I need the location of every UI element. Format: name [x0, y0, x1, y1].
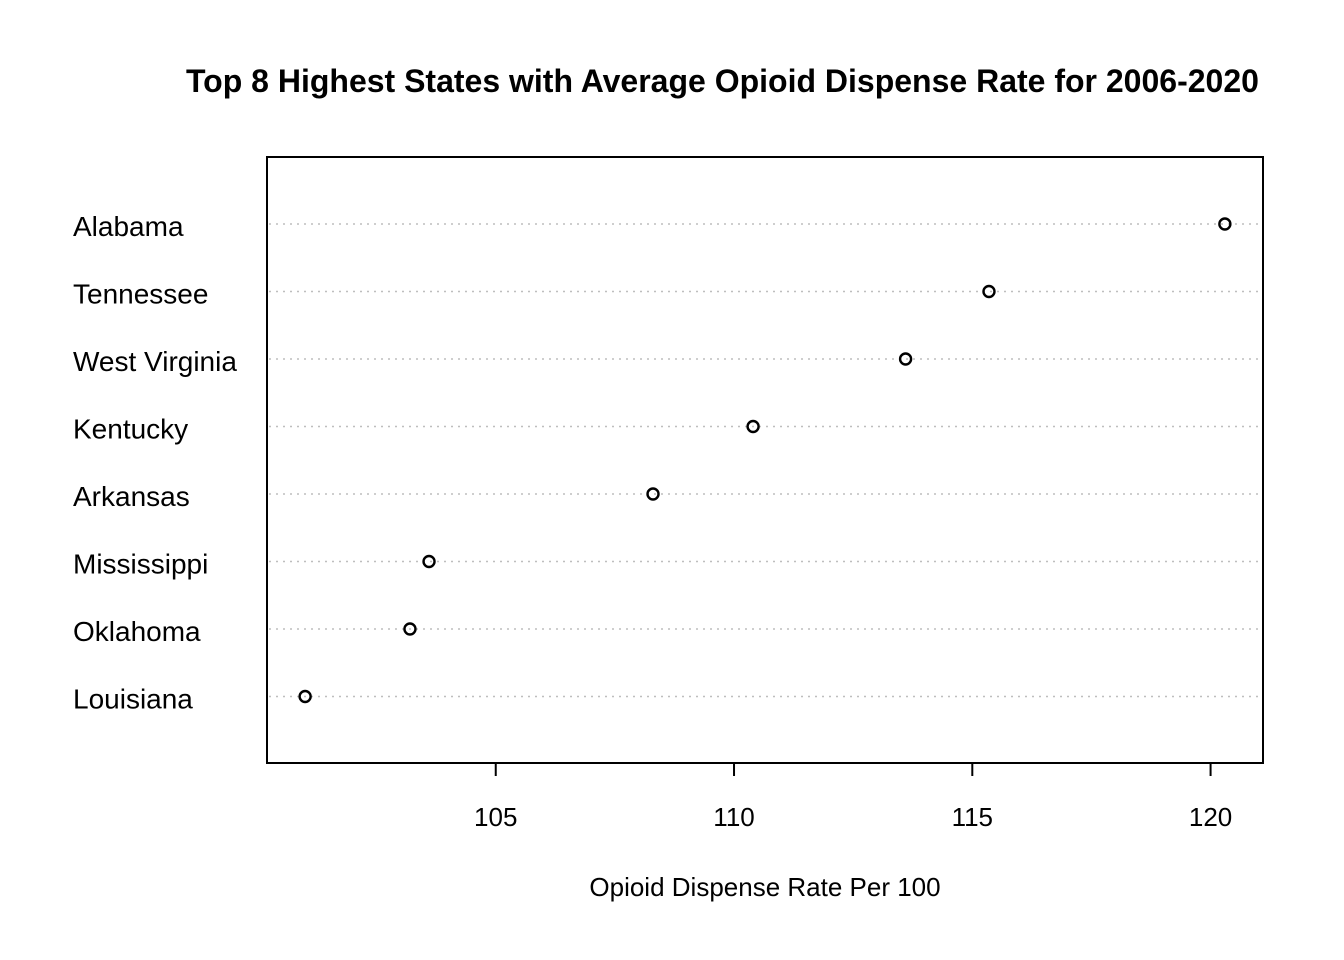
guide-lines	[269, 223, 1261, 698]
data-point	[422, 554, 436, 569]
data-point	[298, 689, 312, 704]
data-point	[1218, 217, 1232, 231]
x-tick-label: 110	[713, 802, 754, 832]
category-label: Oklahoma	[73, 616, 201, 647]
data-point	[403, 622, 417, 636]
category-label: Kentucky	[73, 414, 188, 445]
data-point	[746, 419, 760, 434]
category-label: Tennessee	[73, 279, 208, 310]
x-axis-title: Opioid Dispense Rate Per 100	[589, 872, 940, 902]
category-labels: Alabama Tennessee West Virginia Kentucky Ark…	[73, 211, 237, 715]
data-point	[982, 284, 996, 299]
x-tick-label: 115	[952, 802, 993, 832]
x-tick-label: 120	[1189, 802, 1232, 832]
category-label: Mississippi	[73, 549, 208, 580]
data-point	[898, 352, 913, 366]
x-tick-label: 105	[474, 802, 517, 832]
category-label: Alabama	[73, 211, 184, 242]
data-points	[298, 217, 1232, 704]
plot-frame	[266, 156, 1264, 764]
chart-title: Top 8 Highest States with Average Opioid…	[186, 63, 1259, 99]
category-label: West Virginia	[73, 346, 237, 377]
category-label: Louisiana	[73, 684, 193, 715]
data-point	[646, 487, 660, 501]
category-label: Arkansas	[73, 481, 190, 512]
x-axis: 105 110 115 120	[474, 762, 1232, 832]
